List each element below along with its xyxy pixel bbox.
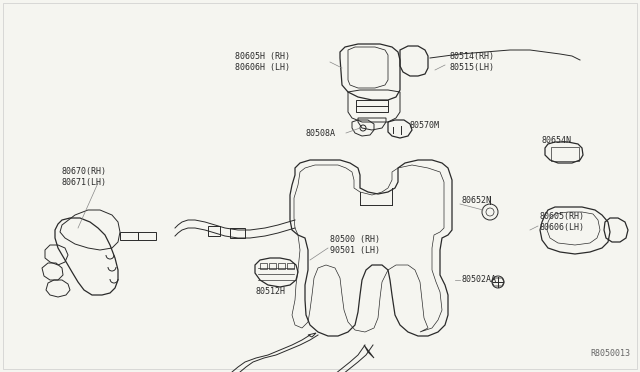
- Bar: [230, 228, 245, 238]
- Text: 80605H (RH)
80606H (LH): 80605H (RH) 80606H (LH): [235, 52, 290, 72]
- Bar: [208, 226, 220, 236]
- Bar: [551, 147, 579, 161]
- Text: 80502AA: 80502AA: [462, 276, 497, 285]
- Text: 80670(RH)
80671(LH): 80670(RH) 80671(LH): [62, 167, 107, 187]
- Text: 80652N: 80652N: [462, 196, 492, 205]
- Text: 80570M: 80570M: [410, 121, 440, 129]
- Bar: [260, 263, 267, 269]
- Text: 80508A: 80508A: [305, 128, 335, 138]
- Text: 80500 (RH)
90501 (LH): 80500 (RH) 90501 (LH): [330, 235, 380, 255]
- Bar: [269, 263, 276, 269]
- Text: 80512H: 80512H: [255, 288, 285, 296]
- Text: 80514(RH)
80515(LH): 80514(RH) 80515(LH): [450, 52, 495, 72]
- Bar: [356, 100, 388, 112]
- Bar: [138, 232, 156, 240]
- Bar: [278, 263, 285, 269]
- Text: 80605(RH)
80606(LH): 80605(RH) 80606(LH): [540, 212, 585, 232]
- Text: 80654N: 80654N: [542, 135, 572, 144]
- Text: R8050013: R8050013: [590, 349, 630, 358]
- Bar: [287, 263, 294, 269]
- Bar: [120, 232, 138, 240]
